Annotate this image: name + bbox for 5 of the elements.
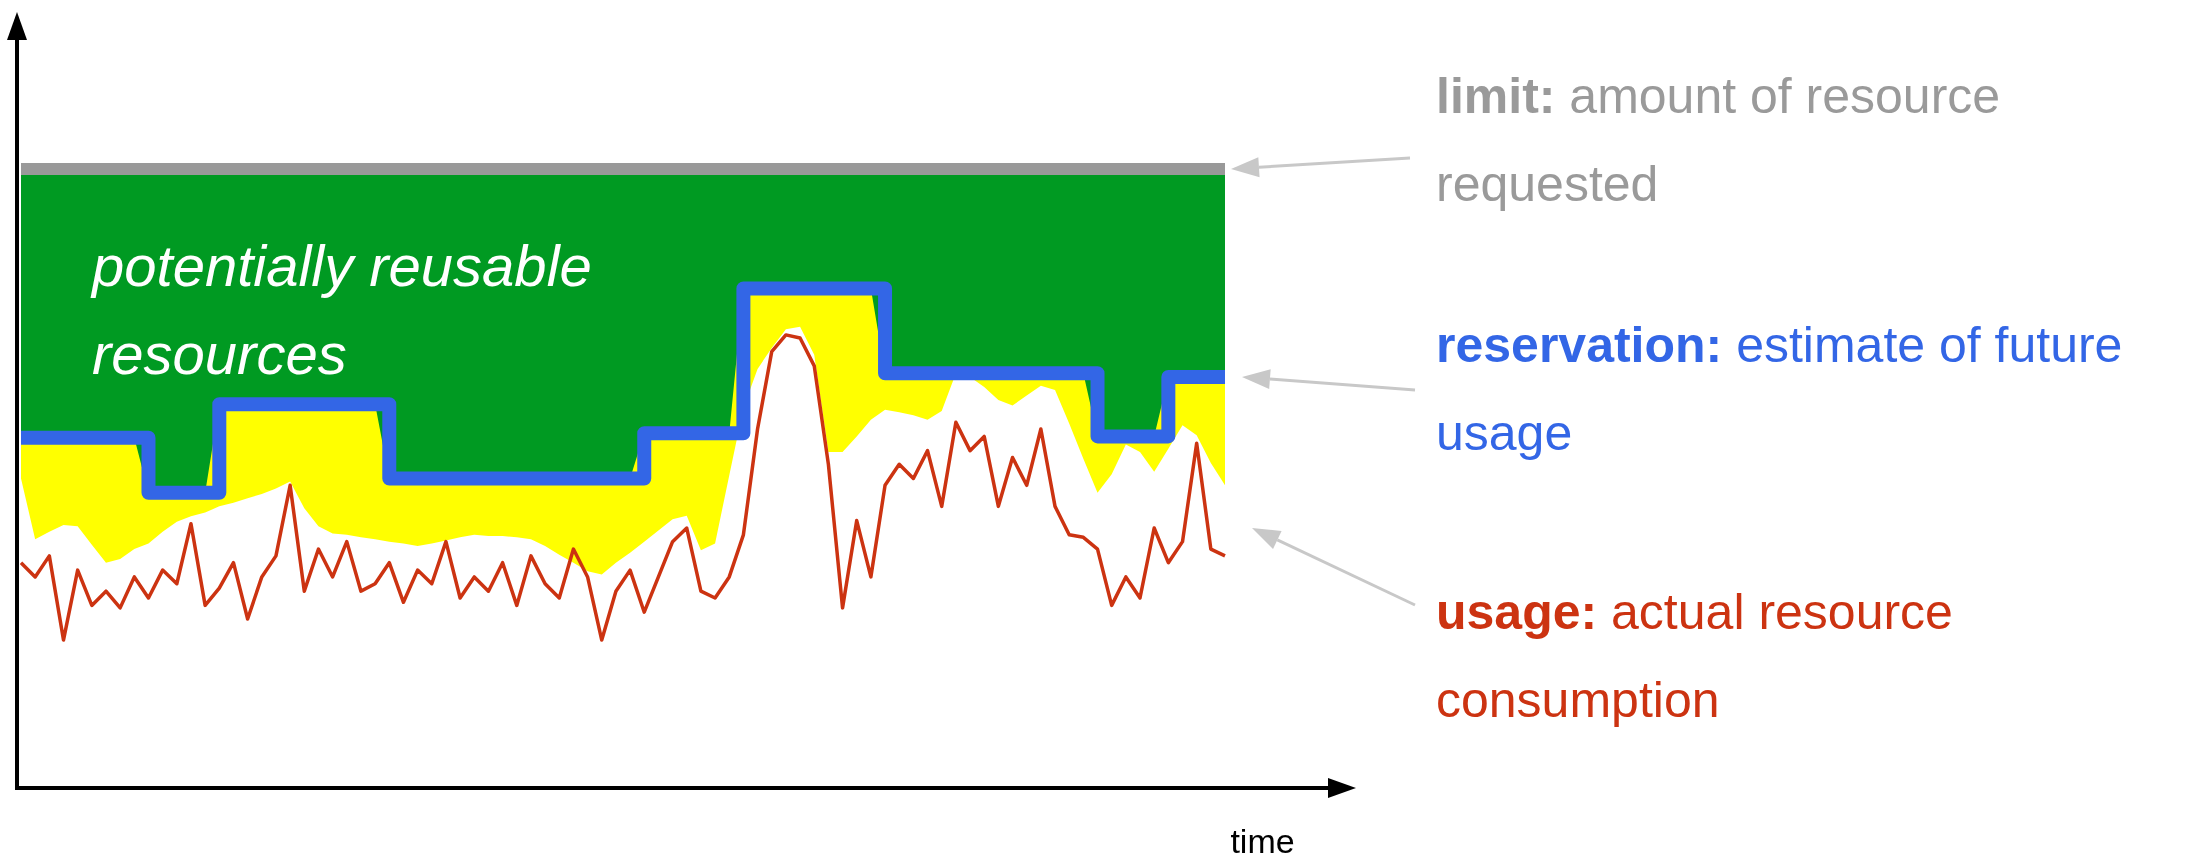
annotation: potentially reusable resources	[92, 232, 593, 388]
text: limit:	[1436, 68, 1556, 124]
x-axis-title: time	[1230, 821, 1295, 860]
text: usage:	[1436, 584, 1598, 640]
text: reservation:	[1436, 317, 1723, 373]
